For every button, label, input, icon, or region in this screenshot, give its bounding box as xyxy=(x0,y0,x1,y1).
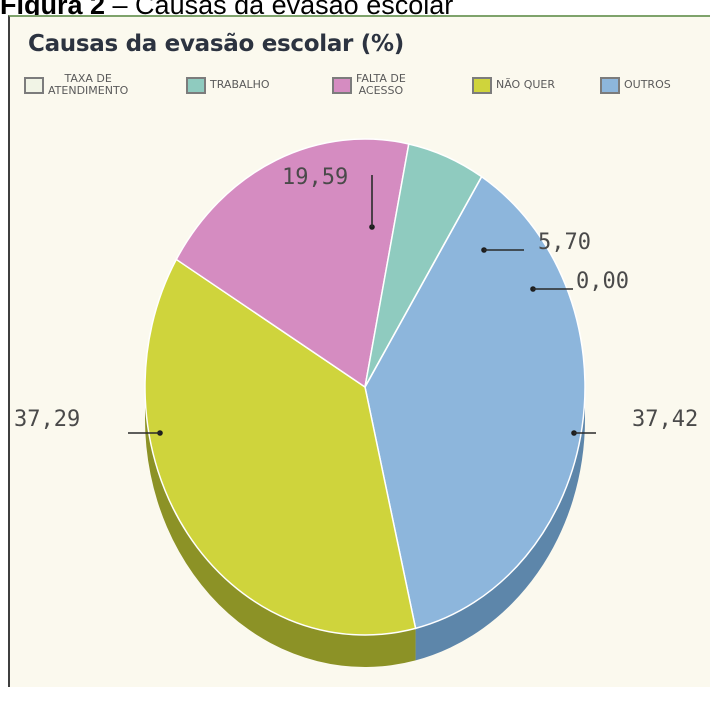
legend-label-line: NÃO QUER xyxy=(496,78,556,91)
pie-slice xyxy=(364,175,586,630)
pie-slice xyxy=(364,143,483,388)
legend-swatch xyxy=(24,77,44,94)
legend-swatch xyxy=(332,77,352,94)
data-label: 5,70 xyxy=(538,230,591,255)
legend-label-line: TRABALHO xyxy=(210,78,270,91)
legend-label-line: TAXA DE xyxy=(64,72,112,85)
legend-swatch xyxy=(186,77,206,94)
pie-chart: 37,42 37,29 19,59 5,70 0,00 xyxy=(14,138,698,667)
chart-legend: TAXA DE ATENDIMENTO TRABALHO FALTA DE ACESSO… xyxy=(10,17,710,137)
data-label: 0,00 xyxy=(576,269,629,294)
legend-label-line: FALTA DE xyxy=(356,72,406,85)
pie-slice-side xyxy=(145,387,416,667)
legend-swatch xyxy=(472,77,492,94)
data-label: 19,59 xyxy=(282,165,348,190)
pie-slice xyxy=(364,176,483,388)
legend-label-line: ATENDIMENTO xyxy=(48,84,129,97)
pie-slice xyxy=(144,258,417,636)
legend-label: FALTA DE ACESSO xyxy=(356,73,406,97)
legend-label-line: ACESSO xyxy=(358,84,404,97)
pie-slice-side xyxy=(415,387,585,661)
legend-label: NÃO QUER xyxy=(496,79,555,91)
legend-label: TAXA DE ATENDIMENTO xyxy=(48,73,128,97)
legend-swatch xyxy=(600,77,620,94)
data-label: 37,42 xyxy=(632,407,698,432)
legend-label: OUTROS xyxy=(624,79,671,91)
chart-panel: Causas da evasão escolar (%) TAXA DE ATEN… xyxy=(8,15,710,687)
chart-title: Causas da evasão escolar (%) xyxy=(28,31,404,57)
legend-label-line: OUTROS xyxy=(624,78,671,91)
data-label: 37,29 xyxy=(14,407,80,432)
legend-label: TRABALHO xyxy=(210,79,270,91)
pie-slice xyxy=(175,138,410,389)
